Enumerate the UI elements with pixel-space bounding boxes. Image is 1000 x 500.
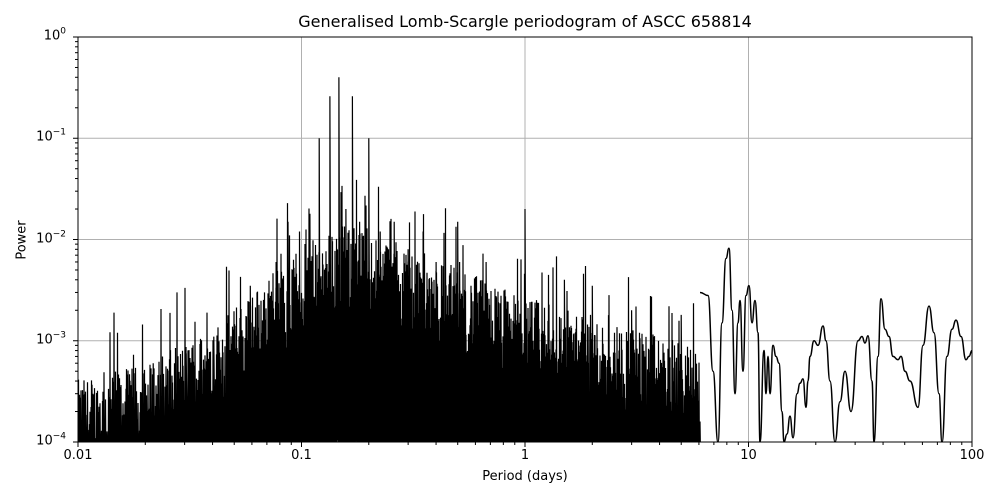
chart-title: Generalised Lomb-Scargle periodogram of … bbox=[298, 12, 752, 31]
y-tick-label: 10−2 bbox=[36, 229, 66, 246]
x-tick-label: 10 bbox=[740, 448, 757, 463]
y-tick-label: 10−4 bbox=[36, 431, 66, 449]
periodogram-long-period bbox=[699, 247, 972, 442]
periodogram-noise bbox=[78, 77, 701, 442]
x-axis-label: Period (days) bbox=[482, 469, 568, 484]
x-tick-label: 0.1 bbox=[291, 448, 312, 463]
y-tick-label: 10−1 bbox=[36, 127, 66, 145]
x-tick-label: 1 bbox=[520, 448, 530, 463]
y-tick-label: 10−3 bbox=[36, 330, 66, 348]
x-tick-label: 100 bbox=[959, 448, 985, 463]
x-tick-label: 0.01 bbox=[63, 448, 93, 463]
y-axis-label: Power bbox=[14, 220, 30, 260]
y-tick-label: 100 bbox=[43, 26, 66, 44]
